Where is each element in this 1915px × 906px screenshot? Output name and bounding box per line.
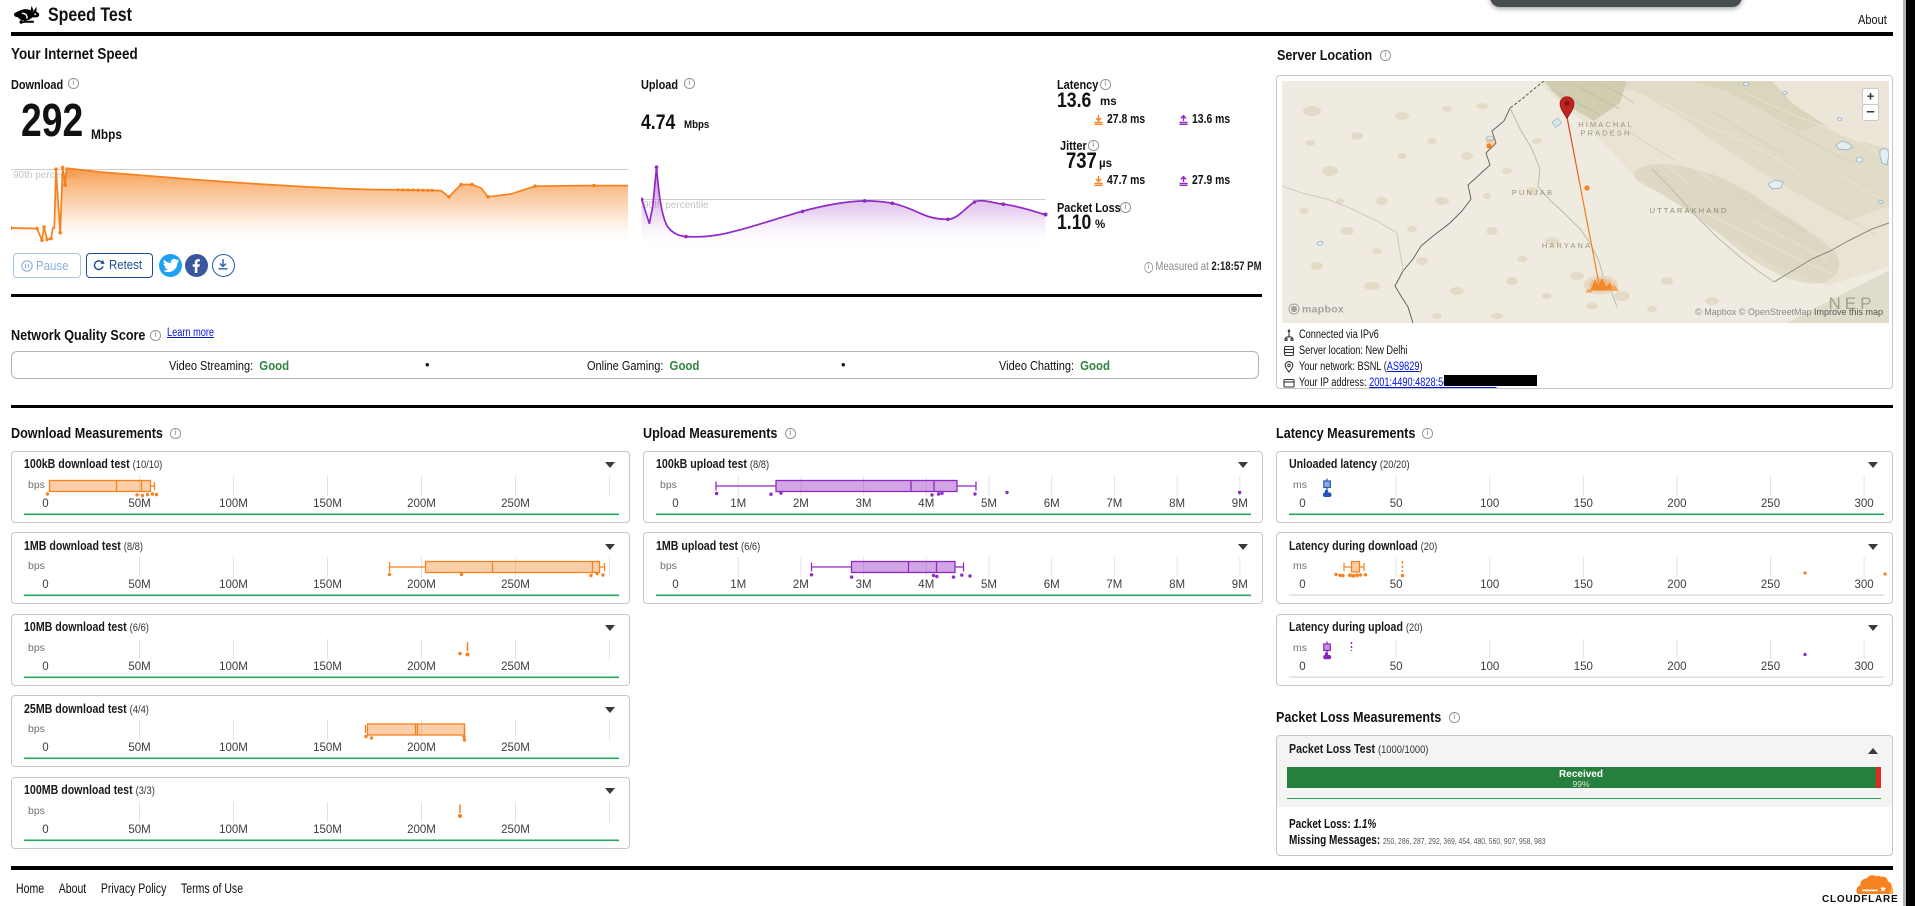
svg-text:PRADESH: PRADESH <box>1580 128 1631 137</box>
svg-text:NEP: NEP <box>1828 294 1875 313</box>
svg-text:UTTARAKHAND: UTTARAKHAND <box>1649 206 1728 215</box>
svg-text:HARYANA: HARYANA <box>1541 241 1591 250</box>
svg-text:mapbox: mapbox <box>1302 303 1344 315</box>
svg-text:© Mapbox © OpenStreetMap Impro: © Mapbox © OpenStreetMap Improve this ma… <box>1695 307 1883 317</box>
svg-text:90th percentile: 90th percentile <box>13 170 79 181</box>
svg-text:–: – <box>1866 103 1874 120</box>
svg-text:90th percentile: 90th percentile <box>643 200 709 211</box>
svg-text:HIMACHAL: HIMACHAL <box>1578 120 1634 129</box>
svg-text:+: + <box>1866 88 1874 103</box>
svg-text:PUNJAB: PUNJAB <box>1511 188 1553 197</box>
